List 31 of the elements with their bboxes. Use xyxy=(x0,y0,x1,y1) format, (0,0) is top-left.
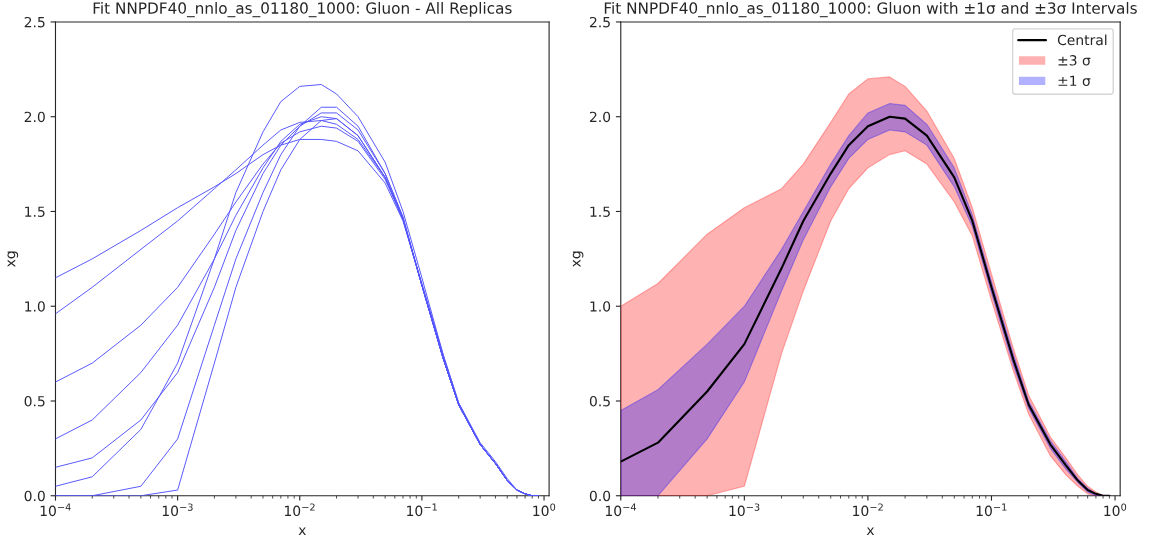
legend-label: ±3 σ xyxy=(1058,55,1091,66)
y-tick-label: 2.5 xyxy=(24,16,45,28)
x-axis-title: x xyxy=(298,527,306,536)
x-tick-label: 10$^{−3}$ xyxy=(729,503,760,517)
x-tick-label: 10$^{−2}$ xyxy=(853,503,883,517)
y-tick-label: 0.0 xyxy=(589,490,611,502)
y-tick-label: 0.0 xyxy=(24,490,45,502)
y-tick-label: 0.5 xyxy=(589,395,610,407)
x-tick-label: 10$^{−4}$ xyxy=(605,503,637,517)
legend-label: Central xyxy=(1057,34,1107,46)
y-axis-title: xg xyxy=(7,251,19,267)
chart-title: Fit NNPDF40_nnlo_as_01180_1000: Gluon - All Replicas xyxy=(93,2,512,18)
y-tick-label: 2.0 xyxy=(24,111,45,123)
x-axis-title: x xyxy=(866,527,875,536)
y-tick-label: 1.0 xyxy=(25,301,45,312)
y-tick-label: 1.5 xyxy=(25,206,45,217)
x-tick-label: 10$^{0}$ xyxy=(1104,503,1127,517)
x-tick-label: 10$^{−3}$ xyxy=(162,503,193,517)
y-tick-label: 2.0 xyxy=(589,111,611,123)
x-tick-label: 10$^{−1}$ xyxy=(407,503,437,517)
chart-title: Fit NNPDF40_nnlo_as_01180_1000: Gluon with ±1σ and ±3σ Intervals xyxy=(604,2,1137,18)
y-tick-label: 0.5 xyxy=(24,395,45,407)
x-tick-label: 10$^{−2}$ xyxy=(284,503,315,517)
y-axis-title: xg xyxy=(572,251,584,267)
x-tick-label: 10$^{0}$ xyxy=(533,503,556,517)
y-tick-label: 2.5 xyxy=(589,16,610,28)
legend-label: ±1 σ xyxy=(1058,75,1091,86)
x-tick-label: 10$^{−4}$ xyxy=(40,503,71,517)
y-tick-label: 1.0 xyxy=(590,301,611,312)
y-tick-label: 1.5 xyxy=(590,206,610,217)
x-tick-label: 10$^{−1}$ xyxy=(976,503,1007,517)
